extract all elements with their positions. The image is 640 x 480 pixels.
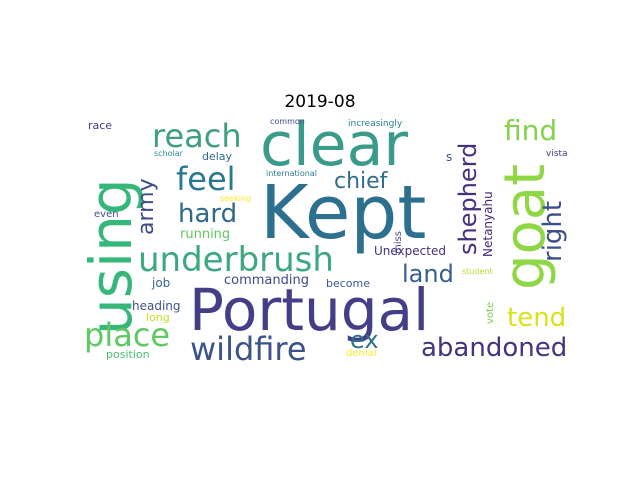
word: seeking <box>220 194 252 203</box>
word: become <box>326 277 371 290</box>
word: place <box>84 316 171 354</box>
word: commanding <box>224 273 309 288</box>
word: right <box>538 200 568 262</box>
word: Portugal <box>189 276 430 344</box>
word: race <box>88 119 113 132</box>
word: long <box>146 311 170 324</box>
word: wildfire <box>190 330 307 368</box>
word: position <box>106 348 150 361</box>
word: reach <box>152 117 242 155</box>
word: find <box>504 114 558 147</box>
word: feel <box>176 160 236 198</box>
word: Kept <box>260 170 427 256</box>
word: scholar <box>154 149 183 158</box>
word: even <box>94 209 119 220</box>
word: army <box>134 178 159 235</box>
chart-title: 2019-08 <box>284 92 356 112</box>
word: hard <box>178 199 238 229</box>
word-cloud: Kept Portugal clear using goat underbrus… <box>77 110 576 368</box>
word: Netanyahu <box>481 191 495 257</box>
word: running <box>180 227 231 242</box>
word: tend <box>507 303 567 333</box>
word: chief <box>334 169 388 194</box>
word: international <box>266 169 317 178</box>
word: ex <box>350 326 379 354</box>
word: Unexpected <box>374 244 446 258</box>
word: s <box>446 150 453 164</box>
word: student <box>462 267 493 276</box>
word: delay <box>202 150 233 163</box>
word: underbrush <box>138 240 334 280</box>
word: heading <box>132 299 181 313</box>
word: clear <box>260 110 409 180</box>
word: vote <box>485 301 496 324</box>
word: land <box>402 260 454 288</box>
word: common <box>270 117 305 126</box>
word: abandoned <box>421 333 568 363</box>
word: denial <box>346 348 377 359</box>
word: miss <box>393 231 404 254</box>
word: increasingly <box>348 119 403 129</box>
word: job <box>152 276 171 290</box>
word: vista <box>546 149 568 159</box>
word: shepherd <box>454 142 482 255</box>
